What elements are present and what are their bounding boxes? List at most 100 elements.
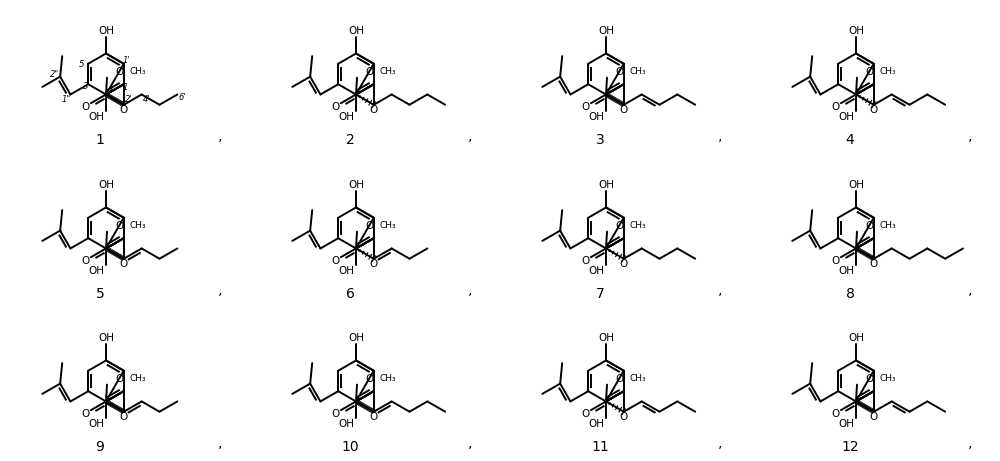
Text: 7: 7 — [596, 287, 604, 301]
Text: 8: 8 — [846, 287, 854, 301]
Text: OH: OH — [838, 419, 854, 429]
Text: 6: 6 — [346, 287, 354, 301]
Text: O: O — [370, 259, 378, 269]
Text: OH: OH — [598, 333, 614, 343]
Text: 4': 4' — [143, 95, 150, 104]
Text: OH: OH — [588, 266, 604, 276]
Text: OH: OH — [848, 26, 864, 36]
Text: CH₃: CH₃ — [629, 67, 646, 76]
Text: 2': 2' — [125, 95, 133, 104]
Text: OH: OH — [348, 180, 364, 190]
Text: O: O — [115, 221, 123, 230]
Text: OH: OH — [348, 26, 364, 36]
Text: OH: OH — [598, 180, 614, 190]
Text: O: O — [115, 373, 123, 384]
Text: CH₃: CH₃ — [879, 67, 896, 76]
Text: 12: 12 — [841, 440, 859, 454]
Text: ’: ’ — [218, 292, 222, 306]
Text: O: O — [332, 102, 340, 112]
Text: O: O — [620, 412, 628, 422]
Text: O: O — [82, 256, 90, 266]
Text: OH: OH — [598, 26, 614, 36]
Text: CH₃: CH₃ — [129, 221, 146, 230]
Text: O: O — [582, 409, 590, 419]
Text: O: O — [620, 259, 628, 269]
Text: ’: ’ — [468, 138, 472, 152]
Text: O: O — [615, 67, 623, 77]
Text: 6': 6' — [179, 93, 186, 102]
Text: 1: 1 — [123, 83, 129, 92]
Text: O: O — [870, 412, 878, 422]
Text: ’: ’ — [968, 292, 972, 306]
Text: ’: ’ — [968, 138, 972, 152]
Text: 7: 7 — [106, 88, 112, 97]
Text: OH: OH — [838, 112, 854, 122]
Text: O: O — [120, 412, 128, 422]
Text: O: O — [865, 67, 873, 77]
Text: O: O — [115, 67, 123, 77]
Text: ’: ’ — [718, 138, 722, 152]
Text: 5: 5 — [96, 287, 104, 301]
Text: OH: OH — [88, 266, 104, 276]
Text: OH: OH — [348, 333, 364, 343]
Text: 5: 5 — [78, 60, 84, 69]
Text: OH: OH — [98, 333, 114, 343]
Text: 3: 3 — [82, 82, 88, 91]
Text: O: O — [582, 256, 590, 266]
Text: CH₃: CH₃ — [129, 374, 146, 383]
Text: 9: 9 — [96, 440, 104, 454]
Text: OH: OH — [88, 419, 104, 429]
Text: O: O — [870, 105, 878, 115]
Text: O: O — [615, 373, 623, 384]
Text: O: O — [332, 409, 340, 419]
Text: O: O — [615, 221, 623, 230]
Text: ’: ’ — [718, 292, 722, 306]
Text: CH₃: CH₃ — [629, 374, 646, 383]
Text: OH: OH — [848, 333, 864, 343]
Text: O: O — [332, 256, 340, 266]
Text: CH₃: CH₃ — [879, 221, 896, 230]
Text: O: O — [865, 221, 873, 230]
Text: O: O — [82, 409, 90, 419]
Text: 1: 1 — [96, 133, 104, 147]
Text: CH₃: CH₃ — [629, 221, 646, 230]
Text: ’: ’ — [468, 292, 472, 306]
Text: O: O — [870, 259, 878, 269]
Text: O: O — [120, 259, 128, 269]
Text: CH₃: CH₃ — [379, 221, 396, 230]
Text: O: O — [365, 221, 373, 230]
Text: OH: OH — [588, 419, 604, 429]
Text: 11: 11 — [591, 440, 609, 454]
Text: ’: ’ — [718, 445, 722, 459]
Text: O: O — [370, 105, 378, 115]
Text: ’: ’ — [218, 138, 222, 152]
Text: CH₃: CH₃ — [879, 374, 896, 383]
Text: O: O — [120, 105, 128, 115]
Text: O: O — [832, 409, 840, 419]
Text: 2": 2" — [50, 70, 59, 79]
Text: O: O — [865, 373, 873, 384]
Text: OH: OH — [98, 180, 114, 190]
Text: O: O — [82, 102, 90, 112]
Text: O: O — [620, 105, 628, 115]
Text: ’: ’ — [968, 445, 972, 459]
Text: O: O — [832, 256, 840, 266]
Text: OH: OH — [338, 419, 354, 429]
Text: 4: 4 — [846, 133, 854, 147]
Text: 10: 10 — [341, 440, 359, 454]
Text: OH: OH — [848, 180, 864, 190]
Text: O: O — [832, 102, 840, 112]
Text: OH: OH — [838, 266, 854, 276]
Text: OH: OH — [98, 26, 114, 36]
Text: OH: OH — [588, 112, 604, 122]
Text: 2: 2 — [346, 133, 354, 147]
Text: O: O — [370, 412, 378, 422]
Text: ’: ’ — [468, 445, 472, 459]
Text: OH: OH — [338, 266, 354, 276]
Text: O: O — [365, 67, 373, 77]
Text: ’: ’ — [218, 445, 222, 459]
Text: OH: OH — [88, 112, 104, 122]
Text: 1': 1' — [123, 56, 131, 65]
Text: O: O — [365, 373, 373, 384]
Text: CH₃: CH₃ — [379, 67, 396, 76]
